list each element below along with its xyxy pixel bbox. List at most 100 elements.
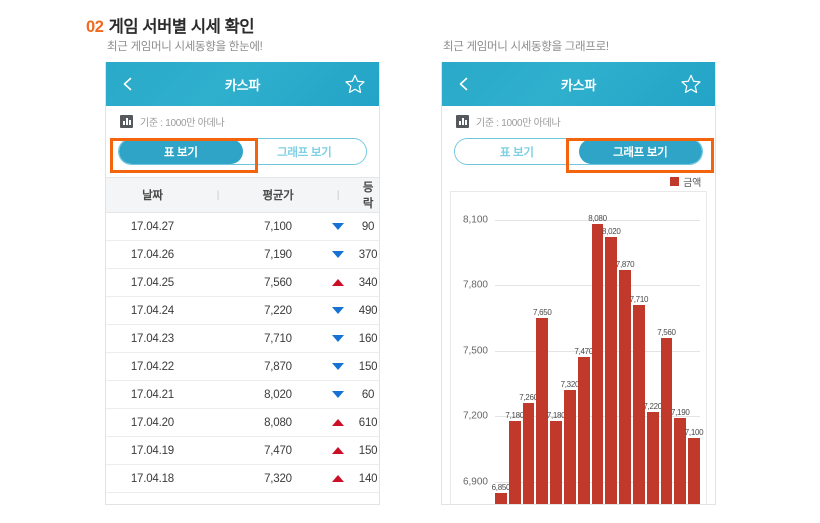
cell-date: 17.04.27 bbox=[106, 212, 199, 241]
bar-value-label: 7,710 bbox=[629, 294, 649, 304]
chart-bar[interactable]: 7,190 bbox=[671, 408, 690, 504]
back-chevron-icon[interactable] bbox=[120, 76, 136, 92]
tab-table-view[interactable]: 표 보기 bbox=[455, 139, 579, 164]
col-header-price: 평균가 bbox=[237, 177, 319, 213]
basis-row: 기준 : 1000만 아데나 bbox=[106, 106, 379, 135]
chart-bar[interactable]: 7,180 bbox=[547, 411, 566, 504]
table-row[interactable]: 17.04.23 7,710 160 bbox=[106, 324, 379, 353]
col-header-date: 날짜 bbox=[106, 177, 199, 213]
star-outline-icon[interactable] bbox=[344, 73, 366, 95]
y-axis-tick-label: 6,900 bbox=[462, 476, 488, 488]
col-header-change: 등락 bbox=[357, 177, 379, 213]
table-row[interactable]: 17.04.18 7,320 140 bbox=[106, 464, 379, 493]
cell-price: 7,220 bbox=[237, 296, 319, 325]
y-axis-tick-label: 7,200 bbox=[462, 410, 488, 422]
cell-date: 17.04.19 bbox=[106, 436, 199, 465]
cell-direction-arrow bbox=[318, 268, 358, 297]
legend-label: 금액 bbox=[683, 178, 701, 189]
segmented-control-wrap-left: 표 보기 그래프 보기 bbox=[106, 135, 379, 165]
cell-change: 160 bbox=[357, 324, 379, 353]
bar-value-label: 7,260 bbox=[519, 393, 538, 403]
table-row[interactable]: 17.04.21 8,020 60 bbox=[106, 380, 379, 409]
cell-date: 17.04.21 bbox=[106, 380, 199, 409]
chart-bar[interactable]: 7,470 bbox=[574, 347, 593, 504]
cell-price: 7,710 bbox=[237, 324, 319, 353]
chart-bar[interactable]: 6,850 bbox=[492, 483, 510, 504]
table-row[interactable]: 17.04.20 8,080 610 bbox=[106, 408, 379, 437]
table-row[interactable]: 17.04.27 7,100 90 bbox=[106, 212, 379, 241]
cell-date: 17.04.26 bbox=[106, 240, 199, 269]
app-bar: 카스파 bbox=[106, 62, 379, 106]
chart-bar[interactable]: 7,710 bbox=[630, 295, 648, 504]
table-row[interactable]: 17.04.24 7,220 490 bbox=[106, 296, 379, 325]
legend-swatch-icon bbox=[670, 177, 680, 186]
chart-bar[interactable]: 7,100 bbox=[685, 428, 704, 504]
segmented-control: 표 보기 그래프 보기 bbox=[454, 138, 703, 165]
cell-spacer bbox=[198, 268, 238, 297]
chart-bar[interactable]: 7,320 bbox=[561, 380, 579, 504]
cell-direction-arrow bbox=[318, 436, 358, 465]
cell-change: 150 bbox=[357, 436, 379, 465]
cell-change: 140 bbox=[357, 464, 379, 493]
chart-bar[interactable]: 8,080 bbox=[588, 214, 607, 504]
cell-direction-arrow bbox=[318, 324, 358, 353]
arrow-down-icon bbox=[332, 362, 345, 370]
bar-chart-icon bbox=[456, 115, 469, 128]
tab-graph-view[interactable]: 그래프 보기 bbox=[242, 139, 366, 164]
y-axis-tick-label: 8,100 bbox=[462, 214, 488, 226]
y-axis-tick-label: 7,800 bbox=[462, 279, 488, 291]
cell-change: 490 bbox=[357, 296, 379, 325]
cell-price: 7,470 bbox=[237, 436, 319, 465]
table-row[interactable]: 17.04.22 7,870 150 bbox=[106, 352, 379, 381]
section-title-text: 게임 서버별 시세 확인 bbox=[108, 18, 255, 36]
cell-direction-arrow bbox=[318, 240, 358, 269]
table-row[interactable]: 17.04.26 7,190 370 bbox=[106, 240, 379, 269]
chart-bar[interactable]: 7,870 bbox=[616, 260, 635, 504]
cell-spacer bbox=[198, 352, 238, 381]
arrow-down-icon bbox=[332, 390, 345, 398]
chart-bar[interactable]: 7,260 bbox=[519, 393, 538, 504]
bar-value-label: 7,180 bbox=[505, 410, 524, 420]
cell-date: 17.04.24 bbox=[106, 296, 199, 325]
arrow-down-icon bbox=[332, 222, 345, 230]
cell-spacer bbox=[198, 296, 238, 325]
chart-bar[interactable]: 7,560 bbox=[657, 328, 676, 504]
gridline: 8,100 bbox=[463, 214, 700, 225]
bar-value-label: 7,100 bbox=[684, 428, 704, 438]
cell-spacer bbox=[198, 240, 238, 269]
tab-graph-view[interactable]: 그래프 보기 bbox=[578, 139, 702, 164]
back-chevron-icon[interactable] bbox=[456, 76, 472, 92]
bar-chart: 6,900 7,200 7,500 7,800 8,100 6,850 7,180 7,26… bbox=[450, 191, 707, 504]
chart-bars: 6,850 7,180 7,260 7,650 7,180 7,320 7,470 8,080… bbox=[492, 200, 704, 504]
segmented-control-wrap-right: 표 보기 그래프 보기 bbox=[442, 135, 715, 165]
phone-mockup-table: 카스파 기준 : 1000만 아데나 표 보기 그래프 보기 날짜 | 평균가 … bbox=[105, 62, 380, 505]
chart-bar[interactable]: 7,650 bbox=[533, 308, 552, 504]
star-outline-icon[interactable] bbox=[680, 73, 702, 95]
cell-price: 8,080 bbox=[237, 408, 319, 437]
cell-price: 7,190 bbox=[237, 240, 319, 269]
arrow-down-icon bbox=[332, 334, 345, 342]
table-row[interactable]: 17.04.19 7,470 150 bbox=[106, 436, 379, 465]
app-bar-right: 카스파 bbox=[442, 62, 715, 106]
cell-direction-arrow bbox=[318, 212, 358, 241]
phone-mockup-graph: 카스파 기준 : 1000만 아데나 표 보기 그래프 보기 금액 6,900 7… bbox=[441, 62, 716, 505]
subtitle-right: 최근 게임머니 시세동향을 그래프로! bbox=[443, 41, 609, 53]
arrow-down-icon bbox=[332, 306, 345, 314]
col-separator-1: | bbox=[198, 177, 238, 213]
bar-value-label: 7,470 bbox=[574, 347, 593, 357]
table-row[interactable]: 17.04.25 7,560 340 bbox=[106, 268, 379, 297]
chart-bar[interactable]: 8,020 bbox=[602, 227, 621, 504]
cell-change: 340 bbox=[357, 268, 379, 297]
tab-table-view[interactable]: 표 보기 bbox=[119, 139, 243, 164]
chart-legend: 금액 bbox=[442, 165, 715, 191]
cell-direction-arrow bbox=[318, 464, 358, 493]
chart-bar[interactable]: 7,180 bbox=[505, 411, 524, 504]
page-title: 02 게임 서버별 시세 확인 bbox=[86, 13, 255, 37]
chart-bar[interactable]: 7,220 bbox=[643, 402, 662, 504]
arrow-up-icon bbox=[332, 474, 345, 482]
cell-date: 17.04.18 bbox=[106, 464, 199, 493]
cell-date: 17.04.25 bbox=[106, 268, 199, 297]
cell-direction-arrow bbox=[318, 380, 358, 409]
cell-spacer bbox=[198, 324, 238, 353]
app-bar-title: 카스파 bbox=[224, 77, 261, 93]
